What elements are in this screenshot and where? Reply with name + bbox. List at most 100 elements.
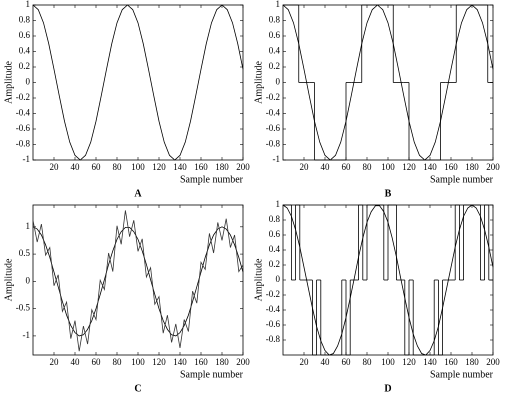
y-tick-label: -0.6 bbox=[266, 319, 281, 329]
y-tick-label: -1 bbox=[23, 154, 31, 164]
plot-area bbox=[282, 204, 494, 356]
y-tick-label: 0 bbox=[26, 77, 31, 87]
x-tick-label: 180 bbox=[465, 357, 479, 367]
x-tick-label: 60 bbox=[92, 162, 102, 172]
y-tick-label: 0.8 bbox=[269, 15, 281, 25]
x-tick-label: 20 bbox=[300, 162, 310, 172]
x-tick-label: 80 bbox=[363, 357, 373, 367]
x-tick-label: 180 bbox=[215, 357, 229, 367]
y-tick-label: 1 bbox=[26, 0, 31, 9]
x-tick-label: 100 bbox=[381, 162, 395, 172]
axes-box bbox=[32, 4, 244, 161]
y-tick-label: -0.6 bbox=[16, 123, 31, 133]
y-tick-label: 0 bbox=[276, 274, 281, 284]
axes-box bbox=[32, 204, 244, 356]
y-axis-label: Amplitude bbox=[253, 61, 264, 104]
y-tick-label: -0.4 bbox=[16, 108, 31, 118]
x-tick-label: 120 bbox=[402, 162, 416, 172]
plot-area bbox=[32, 210, 244, 352]
x-tick-label: 140 bbox=[173, 162, 187, 172]
y-axis-label: Amplitude bbox=[3, 61, 14, 104]
y-tick-label: -0.2 bbox=[266, 92, 280, 102]
x-tick-label: 140 bbox=[423, 162, 437, 172]
y-tick-label: -0.8 bbox=[266, 139, 281, 149]
x-tick-label: 160 bbox=[194, 162, 208, 172]
signal-line bbox=[32, 226, 244, 337]
y-tick-label: -0.2 bbox=[16, 92, 30, 102]
signal-line bbox=[32, 4, 244, 161]
x-tick-label: 140 bbox=[423, 357, 437, 367]
x-tick-label: 40 bbox=[71, 162, 81, 172]
x-tick-label: 20 bbox=[50, 162, 60, 172]
y-tick-label: -0.5 bbox=[16, 303, 31, 313]
x-tick-label: 60 bbox=[92, 357, 102, 367]
x-tick-label: 120 bbox=[152, 357, 166, 367]
x-tick-label: 80 bbox=[363, 162, 373, 172]
y-tick-label: -0.8 bbox=[266, 334, 281, 344]
y-tick-label: 1 bbox=[276, 0, 281, 9]
panel-label: B bbox=[385, 188, 392, 199]
x-tick-label: 200 bbox=[486, 162, 500, 172]
x-tick-label: 200 bbox=[236, 357, 250, 367]
x-tick-label: 40 bbox=[71, 357, 81, 367]
x-tick-label: 100 bbox=[131, 357, 145, 367]
y-tick-label: 0.6 bbox=[269, 229, 281, 239]
y-tick-label: 0.6 bbox=[269, 30, 281, 40]
x-tick-label: 120 bbox=[152, 162, 166, 172]
y-axis-label: Amplitude bbox=[3, 258, 14, 301]
y-tick-label: 0.4 bbox=[269, 46, 281, 56]
x-tick-label: 60 bbox=[342, 162, 352, 172]
x-tick-label: 180 bbox=[215, 162, 229, 172]
x-tick-label: 180 bbox=[465, 162, 479, 172]
x-axis-label: Sample number bbox=[430, 369, 494, 380]
signal-line bbox=[32, 210, 244, 352]
x-tick-label: 60 bbox=[342, 357, 352, 367]
y-tick-label: 1 bbox=[26, 221, 31, 231]
y-tick-label: -0.6 bbox=[266, 123, 281, 133]
plot-area bbox=[32, 4, 244, 161]
x-tick-label: 20 bbox=[50, 357, 60, 367]
x-tick-label: 200 bbox=[486, 357, 500, 367]
y-tick-label: 0.5 bbox=[19, 248, 31, 258]
x-tick-label: 160 bbox=[444, 162, 458, 172]
y-tick-label: 0.2 bbox=[269, 61, 280, 71]
panel-label: A bbox=[134, 188, 142, 199]
y-tick-label: -0.2 bbox=[266, 289, 280, 299]
y-tick-label: -0.4 bbox=[266, 108, 281, 118]
plot-area bbox=[282, 4, 494, 161]
signal-line bbox=[282, 4, 494, 161]
x-tick-label: 140 bbox=[173, 357, 187, 367]
y-tick-label: 0.4 bbox=[269, 244, 281, 254]
x-tick-label: 80 bbox=[113, 162, 123, 172]
x-tick-label: 200 bbox=[236, 162, 250, 172]
x-tick-label: 80 bbox=[113, 357, 123, 367]
y-tick-label: 0.4 bbox=[19, 46, 31, 56]
y-tick-label: 0 bbox=[276, 77, 281, 87]
y-tick-label: -1 bbox=[23, 330, 31, 340]
y-axis-label: Amplitude bbox=[253, 258, 264, 301]
y-tick-label: 1 bbox=[276, 199, 281, 209]
x-tick-label: 160 bbox=[444, 357, 458, 367]
x-axis-label: Sample number bbox=[430, 174, 494, 185]
y-tick-label: 0.8 bbox=[19, 15, 31, 25]
x-axis-label: Sample number bbox=[180, 174, 244, 185]
x-tick-label: 40 bbox=[321, 357, 331, 367]
y-tick-label: 0.8 bbox=[269, 214, 281, 224]
x-axis-label: Sample number bbox=[180, 369, 244, 380]
x-tick-label: 20 bbox=[300, 357, 310, 367]
x-tick-label: 120 bbox=[402, 357, 416, 367]
y-tick-label: -1 bbox=[273, 154, 281, 164]
x-tick-label: 100 bbox=[381, 357, 395, 367]
x-tick-label: 100 bbox=[131, 162, 145, 172]
panel-label: D bbox=[384, 383, 391, 394]
y-tick-label: -0.4 bbox=[266, 304, 281, 314]
y-tick-label: 0.2 bbox=[269, 259, 280, 269]
y-tick-label: -0.8 bbox=[16, 139, 31, 149]
x-tick-label: 40 bbox=[321, 162, 331, 172]
y-tick-label: 0.6 bbox=[19, 30, 31, 40]
y-tick-label: 0 bbox=[26, 275, 31, 285]
x-tick-label: 160 bbox=[194, 357, 208, 367]
panel-label: C bbox=[134, 383, 141, 394]
y-tick-label: 0.2 bbox=[19, 61, 30, 71]
